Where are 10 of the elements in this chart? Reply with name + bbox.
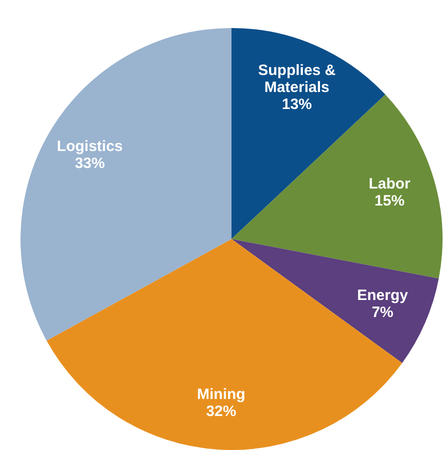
data-label: 15% bbox=[374, 192, 405, 210]
data-label: 7% bbox=[372, 304, 394, 322]
slice-label: Mining bbox=[197, 386, 246, 403]
data-label: 33% bbox=[74, 154, 105, 172]
slice-label: Energy bbox=[357, 287, 409, 304]
slice-label: Labor bbox=[368, 176, 411, 193]
slice-label: Supplies & Materials bbox=[258, 62, 336, 96]
data-label: 32% bbox=[206, 402, 236, 420]
slice-label: Logistics bbox=[56, 138, 123, 155]
data-label: 13% bbox=[282, 96, 312, 114]
